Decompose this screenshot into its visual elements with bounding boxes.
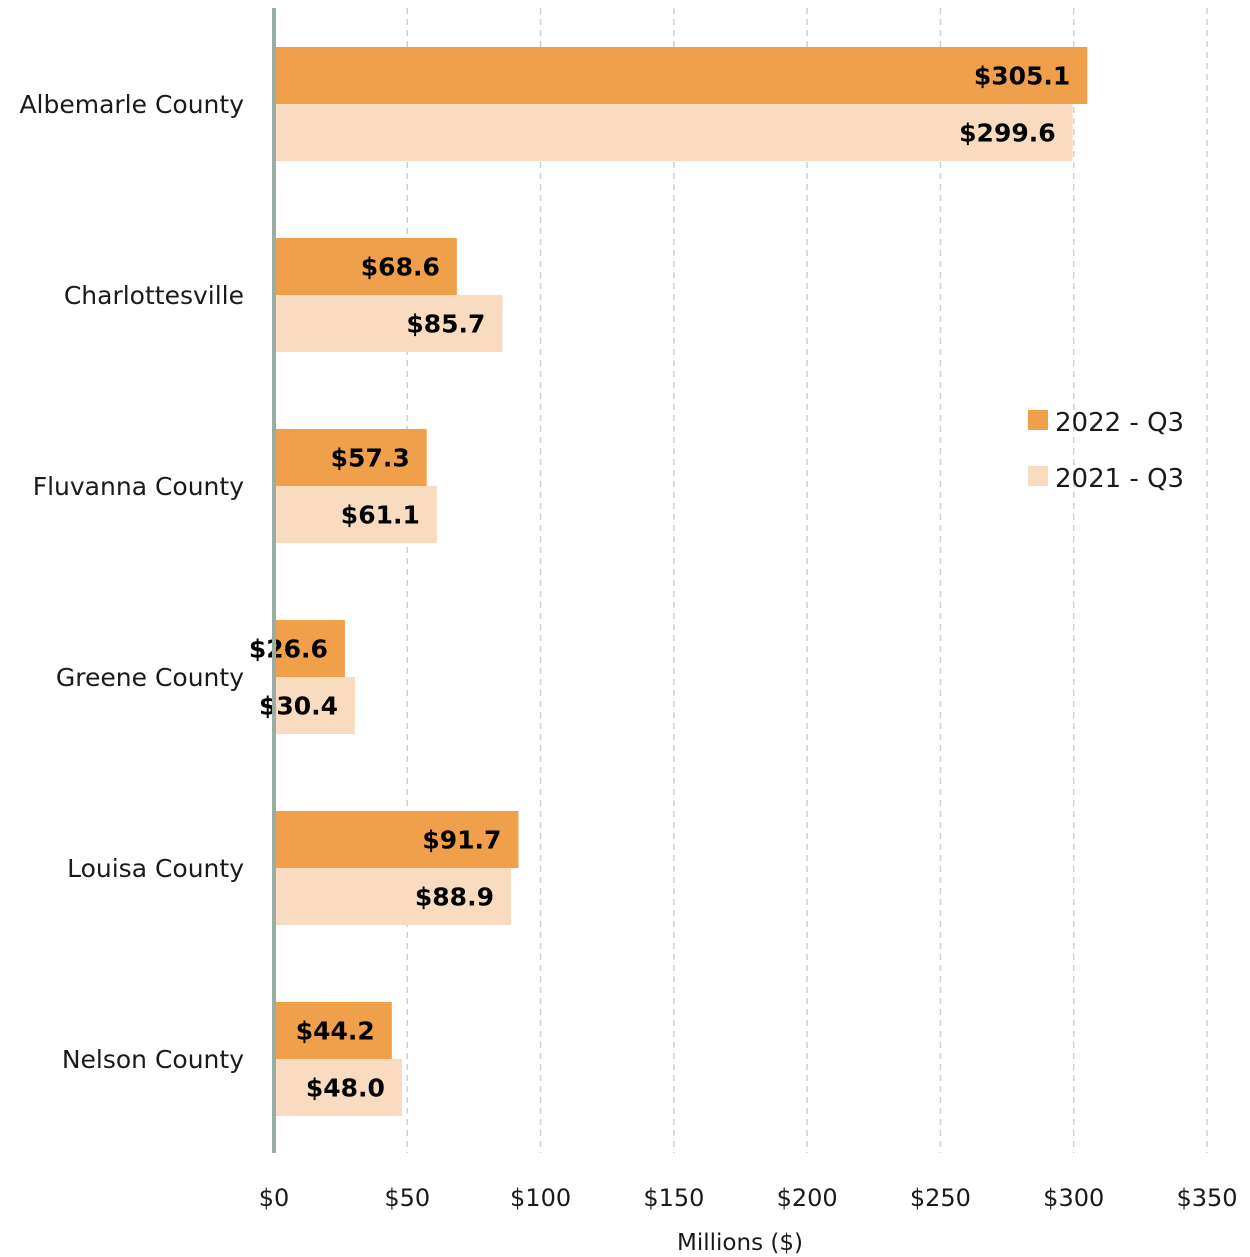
legend-label-2022: 2022 - Q3 — [1055, 408, 1184, 438]
value-label-albemarle-county-2022: $305.1 — [974, 62, 1070, 91]
category-label-nelson-county: Nelson County — [62, 1045, 244, 1074]
value-label-louisa-county-2021: $88.9 — [415, 883, 494, 912]
value-label-fluvanna-county-2022: $57.3 — [331, 444, 410, 473]
value-label-nelson-county-2022: $44.2 — [296, 1017, 375, 1046]
bar-louisa-county-2022 — [274, 811, 519, 868]
bar-nelson-county-2022 — [274, 1002, 392, 1059]
legend-swatch-2021 — [1028, 466, 1048, 486]
bar-albemarle-county-2021 — [274, 104, 1073, 161]
bar-charlottesville-2021 — [274, 295, 503, 352]
category-label-fluvanna-county: Fluvanna County — [33, 472, 244, 501]
bar-greene-county-2022 — [274, 620, 345, 677]
value-label-fluvanna-county-2021: $61.1 — [341, 501, 420, 530]
bar-louisa-county-2021 — [274, 868, 511, 925]
value-label-greene-county-2021: $30.4 — [259, 692, 338, 721]
value-label-charlottesville-2022: $68.6 — [361, 253, 440, 282]
bar-greene-county-2021 — [274, 677, 356, 734]
x-tick-label-350: $350 — [1176, 1184, 1237, 1212]
category-label-louisa-county: Louisa County — [67, 854, 244, 883]
legend-swatch-2022 — [1028, 410, 1048, 430]
bar-charlottesville-2022 — [274, 238, 457, 295]
bars — [274, 47, 1088, 1116]
value-labels: $305.1 $299.6 $68.6 $85.7 $57.3 $61.1 $26.6 $30… — [249, 62, 1070, 1103]
value-label-greene-county-2022: $26.6 — [249, 635, 328, 664]
bar-fluvanna-county-2021 — [274, 486, 437, 543]
bar-albemarle-county-2022 — [274, 47, 1088, 104]
x-tick-label-0: $0 — [259, 1184, 290, 1212]
grid-lines — [406, 8, 1208, 1153]
category-label-charlottesville: Charlottesville — [64, 281, 244, 310]
x-tick-label-200: $200 — [777, 1184, 838, 1212]
value-label-albemarle-county-2021: $299.6 — [959, 119, 1055, 148]
x-tick-label-300: $300 — [1043, 1184, 1104, 1212]
value-label-nelson-county-2021: $48.0 — [306, 1074, 385, 1103]
x-tick-label-150: $150 — [643, 1184, 704, 1212]
category-label-greene-county: Greene County — [56, 663, 244, 692]
x-axis-title: Millions ($) — [677, 1230, 803, 1256]
bar-fluvanna-county-2022 — [274, 429, 427, 486]
x-tick-label-250: $250 — [910, 1184, 971, 1212]
x-tick-label-50: $50 — [384, 1184, 430, 1212]
legend: 2022 - Q3 2021 - Q3 — [1028, 408, 1184, 494]
bar-nelson-county-2021 — [274, 1059, 402, 1116]
x-tick-label-100: $100 — [510, 1184, 571, 1212]
value-label-louisa-county-2022: $91.7 — [422, 826, 501, 855]
value-label-charlottesville-2021: $85.7 — [406, 310, 485, 339]
category-label-albemarle-county: Albemarle County — [19, 90, 244, 119]
category-labels: Albemarle County Charlottesville Fluvanna … — [19, 90, 244, 1074]
x-tick-labels: $0 $50 $100 $150 $200 $250 $300 $350 — [259, 1184, 1238, 1212]
legend-label-2021: 2021 - Q3 — [1055, 464, 1184, 494]
